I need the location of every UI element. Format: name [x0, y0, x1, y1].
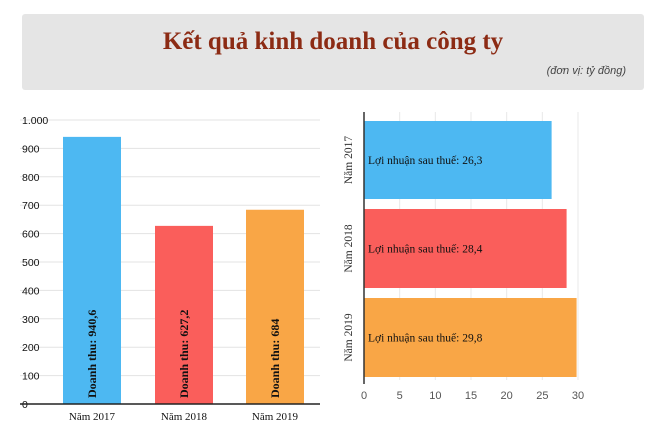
- x-tick-label: 15: [465, 390, 477, 402]
- bar: [246, 209, 304, 404]
- unit-note: (đơn vị: tỷ đồng): [546, 65, 626, 77]
- bar-data-label: Lợi nhuận sau thuế: 26,3: [368, 154, 483, 167]
- y-tick-label: 700: [22, 200, 40, 212]
- bar: [364, 298, 577, 377]
- y-tick-label: 800: [22, 172, 40, 184]
- bar-data-label: Doanh thu: 627,2: [177, 310, 191, 398]
- x-tick-label: 0: [361, 390, 367, 402]
- x-category-label: Năm 2019: [252, 411, 299, 423]
- x-tick-label: 10: [429, 390, 441, 402]
- bar: [364, 121, 552, 199]
- bar: [364, 209, 567, 288]
- y-tick-label: 400: [22, 285, 40, 297]
- y-tick-label: 900: [22, 143, 40, 155]
- x-tick-label: 5: [397, 390, 403, 402]
- x-category-label: Năm 2018: [161, 411, 208, 423]
- y-tick-label: 1.000: [22, 115, 48, 127]
- page-title: Kết quả kinh doanh của công ty: [162, 28, 504, 55]
- header-panel: Kết quả kinh doanh của công ty (đơn vị: …: [22, 14, 644, 90]
- bar-data-label: Lợi nhuận sau thuế: 28,4: [368, 243, 483, 256]
- x-tick-label: 25: [536, 390, 548, 402]
- revenue-chart: 0 100 200 300 400 500 600 700 800 900 1.000 Doanh t…: [20, 115, 320, 423]
- x-category-label: Năm 2017: [69, 411, 116, 423]
- bar: [63, 136, 121, 404]
- bar-data-label: Doanh thu: 940,6: [85, 310, 99, 398]
- y-tick-label: 200: [22, 342, 40, 354]
- bar-data-label: Doanh thu: 684: [268, 319, 282, 398]
- y-tick-label: 0: [22, 399, 28, 411]
- bar: [155, 225, 213, 404]
- y-tick-label: 100: [22, 371, 40, 383]
- y-category-label: Năm 2018: [343, 224, 355, 272]
- y-tick-label: 300: [22, 314, 40, 326]
- bar-data-label: Lợi nhuận sau thuế: 29,8: [368, 332, 483, 345]
- x-tick-label: 20: [501, 390, 513, 402]
- y-tick-label: 600: [22, 229, 40, 241]
- y-category-label: Năm 2019: [343, 313, 355, 361]
- y-tick-label: 500: [22, 257, 40, 269]
- y-category-label: Năm 2017: [343, 136, 355, 184]
- x-tick-label: 30: [572, 390, 584, 402]
